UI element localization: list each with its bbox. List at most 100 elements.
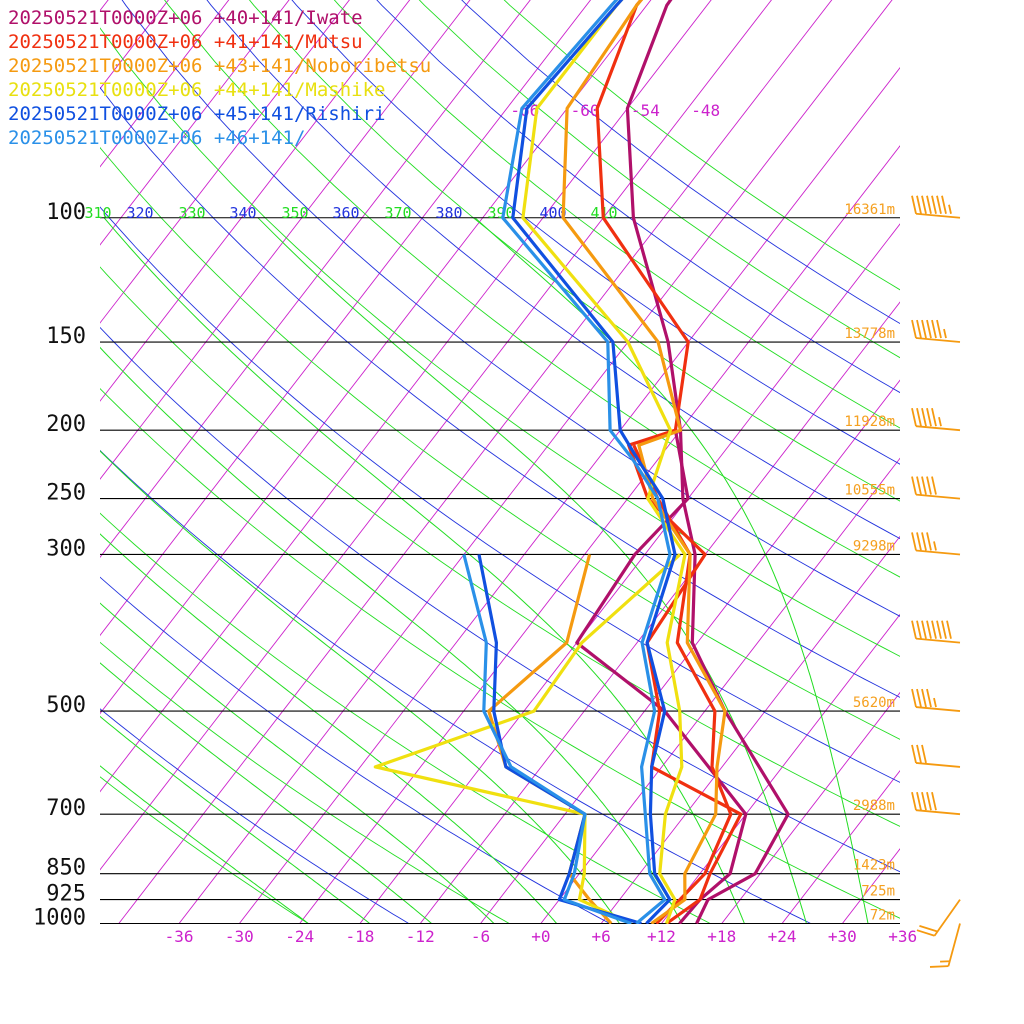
moist-adiabat-line [100,602,496,924]
height-label: 1423m [853,858,895,874]
adiabat-line [100,206,900,783]
dewpoint-profile-5 [462,554,632,924]
adiabat-line [100,776,310,924]
theta-label: 380 [435,204,462,222]
moist-adiabat-line [100,450,621,924]
adiabat-line [100,512,713,924]
adiabat-line [100,641,512,924]
isotherm-line [178,0,893,924]
adiabat-line [248,0,900,502]
legend: 20250521T0000Z+06 +40+141/Iwate 20250521… [8,6,431,150]
moist-adiabat-line [100,662,433,924]
isotherm-line [100,0,471,480]
isotherm-line [951,0,1024,939]
adiabat-line [121,0,900,617]
theta-label: 400 [539,204,566,222]
theta-label: 330 [178,204,205,222]
theta-label: 390 [487,204,514,222]
temperature-tick-label: +12 [647,927,676,946]
adiabat-line [100,449,813,924]
adiabat-line [164,0,900,578]
adiabat-line [100,387,900,919]
wind-barbs [911,195,961,968]
dewpoint-profile-1 [632,444,733,924]
theta-label: 340 [229,204,256,222]
height-label: 5620m [853,695,895,711]
theta-label: 310 [84,204,111,222]
temperature-profile-4 [511,0,677,924]
isotherm-line [891,0,1024,939]
dewpoint-profile-3 [373,553,682,924]
temperature-tick-label: -12 [406,927,435,946]
wind-barb [911,195,961,219]
height-label: 9298m [853,538,895,554]
temperature-tick-label: +0 [531,927,550,946]
theta-label: 370 [384,204,411,222]
isotherm-line [1012,0,1024,939]
temperature-tick-label: -6 [471,927,490,946]
dewpoint-profile-2 [487,554,613,924]
legend-entry-noboribetsu: 20250521T0000Z+06 +43+141/Noboribetsu [8,55,432,77]
isotherm-line [100,0,772,871]
moist-adiabat-line [100,715,372,924]
wind-barb [911,744,961,768]
height-label: 13778m [844,326,895,342]
isotherm-line [359,223,900,924]
moist-adiabat-line [100,346,683,924]
wind-barb [911,688,961,712]
isotherm-line [100,0,411,402]
temperature-tick-label: +36 [888,927,917,946]
wind-barb [916,899,961,937]
isotherm-line [660,613,900,924]
isotherm-line [238,67,900,924]
height-label: 72m [870,908,895,924]
temperature-tick-label: -30 [225,927,254,946]
temperature-tick-label: -18 [345,927,374,946]
pressure-tick-label: 500 [46,693,86,718]
pressure-tick-label: 1000 [33,906,86,931]
legend-entry-rishiri: 20250521T0000Z+06 +45+141/Rishiri [8,103,386,125]
temperature-profile-5 [501,0,672,924]
isotherm-line [600,535,900,924]
pressure-tick-label: 150 [46,324,86,349]
theta-label: 320 [126,204,153,222]
wind-barb [911,791,961,816]
adiabat-line [100,708,411,924]
adiabat-line [100,266,900,827]
adiabat-line [206,0,900,540]
moist-adiabat-line [474,217,869,924]
temperature-tick-label: +18 [707,927,736,946]
isotherm-line [720,691,900,924]
pressure-tick-label: 100 [46,200,86,225]
adiabat-line [291,0,900,465]
legend-entry-iwate: 20250521T0000Z+06 +40+141/Iwate [8,7,363,29]
height-label: 16361m [844,202,895,218]
wind-barb [911,620,961,644]
adiabat-line [100,146,900,740]
temperature-tick-label: -36 [165,927,194,946]
temperature-tick-label: +6 [592,927,611,946]
adiabat-line [100,27,900,657]
adiabat-line [100,86,900,698]
moist-adiabat-line [100,765,310,924]
moist-adiabat-line [100,533,558,924]
height-label: 2988m [853,798,895,814]
pressure-tick-label: 850 [46,856,86,881]
wind-barb [911,319,961,343]
legend-entry-46-141: 20250521T0000Z+06 +46+141/ [8,127,306,149]
wind-barb [911,408,961,432]
isotherm-line [781,770,900,924]
isotherm-line [298,145,900,924]
profiles [373,0,790,924]
moist-adiabat-line [257,217,808,924]
temperature-profile-3 [521,0,687,924]
upper-isotherm-label: -66 [510,101,539,120]
upper-isotherm-label: -48 [691,101,720,120]
isotherm-line [479,379,900,924]
height-label: 11928m [844,414,895,430]
temperature-tick-label: +30 [828,927,857,946]
temperature-tick-label: -24 [285,927,314,946]
wind-barb [911,532,961,556]
pressure-tick-label: 300 [46,536,86,561]
